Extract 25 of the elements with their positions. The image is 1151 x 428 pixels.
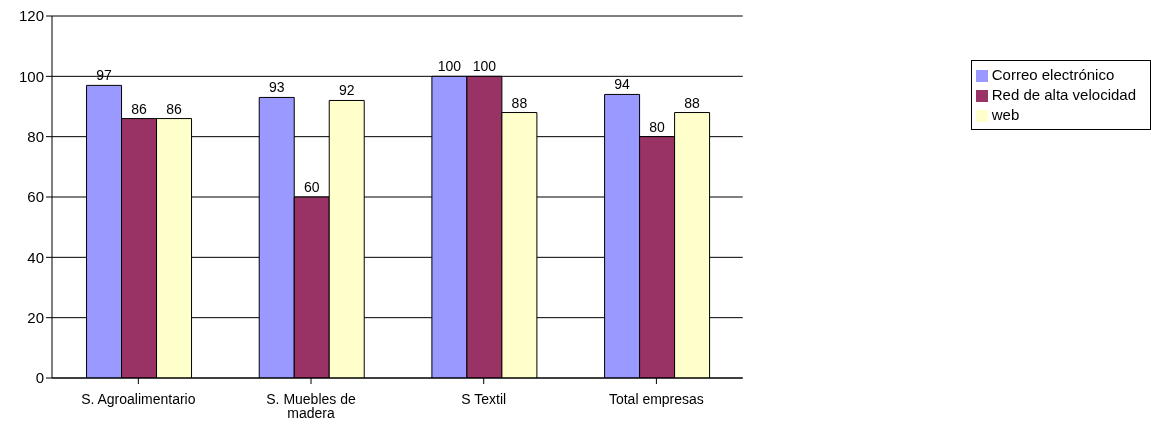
data-label: 80 [649,118,666,135]
x-tick-label: S. Agroalimentario [81,390,196,407]
y-tick-label: 100 [18,67,44,85]
x-tick-label: S. Muebles de madera [266,390,356,421]
data-label: 94 [614,76,631,93]
data-label: 88 [684,94,701,111]
y-tick-label: 120 [18,7,44,25]
legend-label: web [991,106,1020,123]
y-tick-label: 0 [35,369,44,387]
data-label: 86 [166,100,183,117]
x-tick-label: Total empresas [608,390,704,407]
y-tick-label: 40 [27,248,44,266]
data-label: 100 [472,58,497,75]
data-label: 60 [303,179,320,195]
legend-label: Correo electrónico [991,66,1115,83]
y-tick-label: 80 [27,127,44,145]
data-label: 100 [437,58,462,75]
data-label: 93 [268,79,285,96]
legend-label: Red de alta velocidad [991,86,1136,103]
x-tick-label: S Textil [461,390,507,407]
data-label: 92 [338,82,355,99]
y-tick-label: 20 [27,308,44,326]
data-label: 86 [131,100,148,117]
y-tick-label: 60 [27,188,44,206]
data-label: 88 [511,94,528,111]
